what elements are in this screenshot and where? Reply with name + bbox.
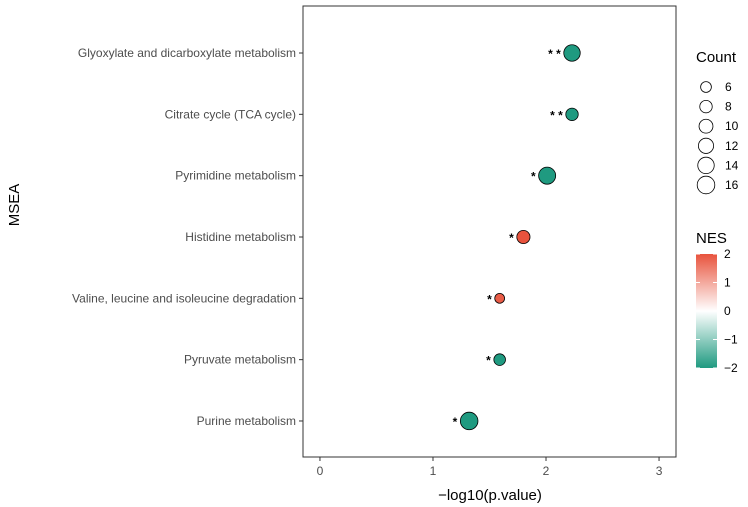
size-legend-title: Count <box>696 49 737 66</box>
y-axis: Glyoxylate and dicarboxylate metabolism C… <box>72 46 303 428</box>
x-axis-title: −log10(p.value) <box>438 487 542 504</box>
significance-label: * <box>509 231 514 245</box>
size-legend-key <box>697 137 715 154</box>
plot-panel <box>302 5 677 458</box>
y-tick-label: Histidine metabolism <box>185 230 296 244</box>
data-point <box>563 44 581 62</box>
size-legend-key <box>700 81 712 93</box>
data-point <box>538 166 557 185</box>
data-point <box>516 229 531 244</box>
nes-legend-label: −2 <box>724 361 738 375</box>
size-legend-label: 12 <box>725 139 739 153</box>
plot-area: * * * * * * * * * <box>302 5 677 458</box>
y-tick-label: Pyruvate metabolism <box>184 353 296 367</box>
color-legend-title: NES <box>696 230 727 247</box>
y-tick-label: Valine, leucine and isoleucine degradati… <box>72 291 296 305</box>
y-tick-label: Citrate cycle (TCA cycle) <box>165 107 296 121</box>
color-legend: NES 2 1 0 −1 −2 <box>696 230 738 375</box>
size-legend-label: 8 <box>725 100 732 114</box>
nes-legend-label: 0 <box>724 304 731 318</box>
size-legend-key <box>696 175 716 195</box>
significance-label: * * <box>550 108 563 122</box>
y-tick-label: Pyrimidine metabolism <box>175 169 296 183</box>
size-legend-key <box>697 156 715 175</box>
significance-label: * * <box>548 47 561 61</box>
size-legend-label: 6 <box>725 80 732 94</box>
y-tick-label: Glyoxylate and dicarboxylate metabolism <box>78 46 296 60</box>
significance-label: * <box>453 415 458 429</box>
x-tick-label: 1 <box>430 464 437 478</box>
size-legend: Count 6 8 10 12 14 16 <box>696 49 739 195</box>
size-legend-key <box>699 99 713 114</box>
nes-legend-label: −1 <box>724 333 738 347</box>
x-tick-label: 3 <box>656 464 663 478</box>
significance-label: * <box>531 170 536 184</box>
size-legend-label: 10 <box>725 119 739 133</box>
y-tick-label: Purine metabolism <box>197 414 296 428</box>
data-point <box>459 411 479 431</box>
x-tick-label: 2 <box>543 464 550 478</box>
nes-legend-label: 2 <box>724 247 731 261</box>
size-legend-label: 14 <box>725 158 739 172</box>
nes-legend-label: 1 <box>724 276 731 290</box>
size-legend-key <box>698 118 714 134</box>
data-point <box>565 107 579 121</box>
data-point <box>494 293 505 304</box>
x-axis: 0 1 2 3 <box>317 457 663 478</box>
significance-label: * <box>487 292 492 306</box>
x-tick-label: 0 <box>317 464 324 478</box>
size-legend-label: 16 <box>725 178 739 192</box>
nes-color-bar <box>696 254 717 368</box>
data-point <box>493 353 506 366</box>
y-axis-title: MSEA <box>6 184 23 227</box>
significance-label: * <box>486 354 491 368</box>
